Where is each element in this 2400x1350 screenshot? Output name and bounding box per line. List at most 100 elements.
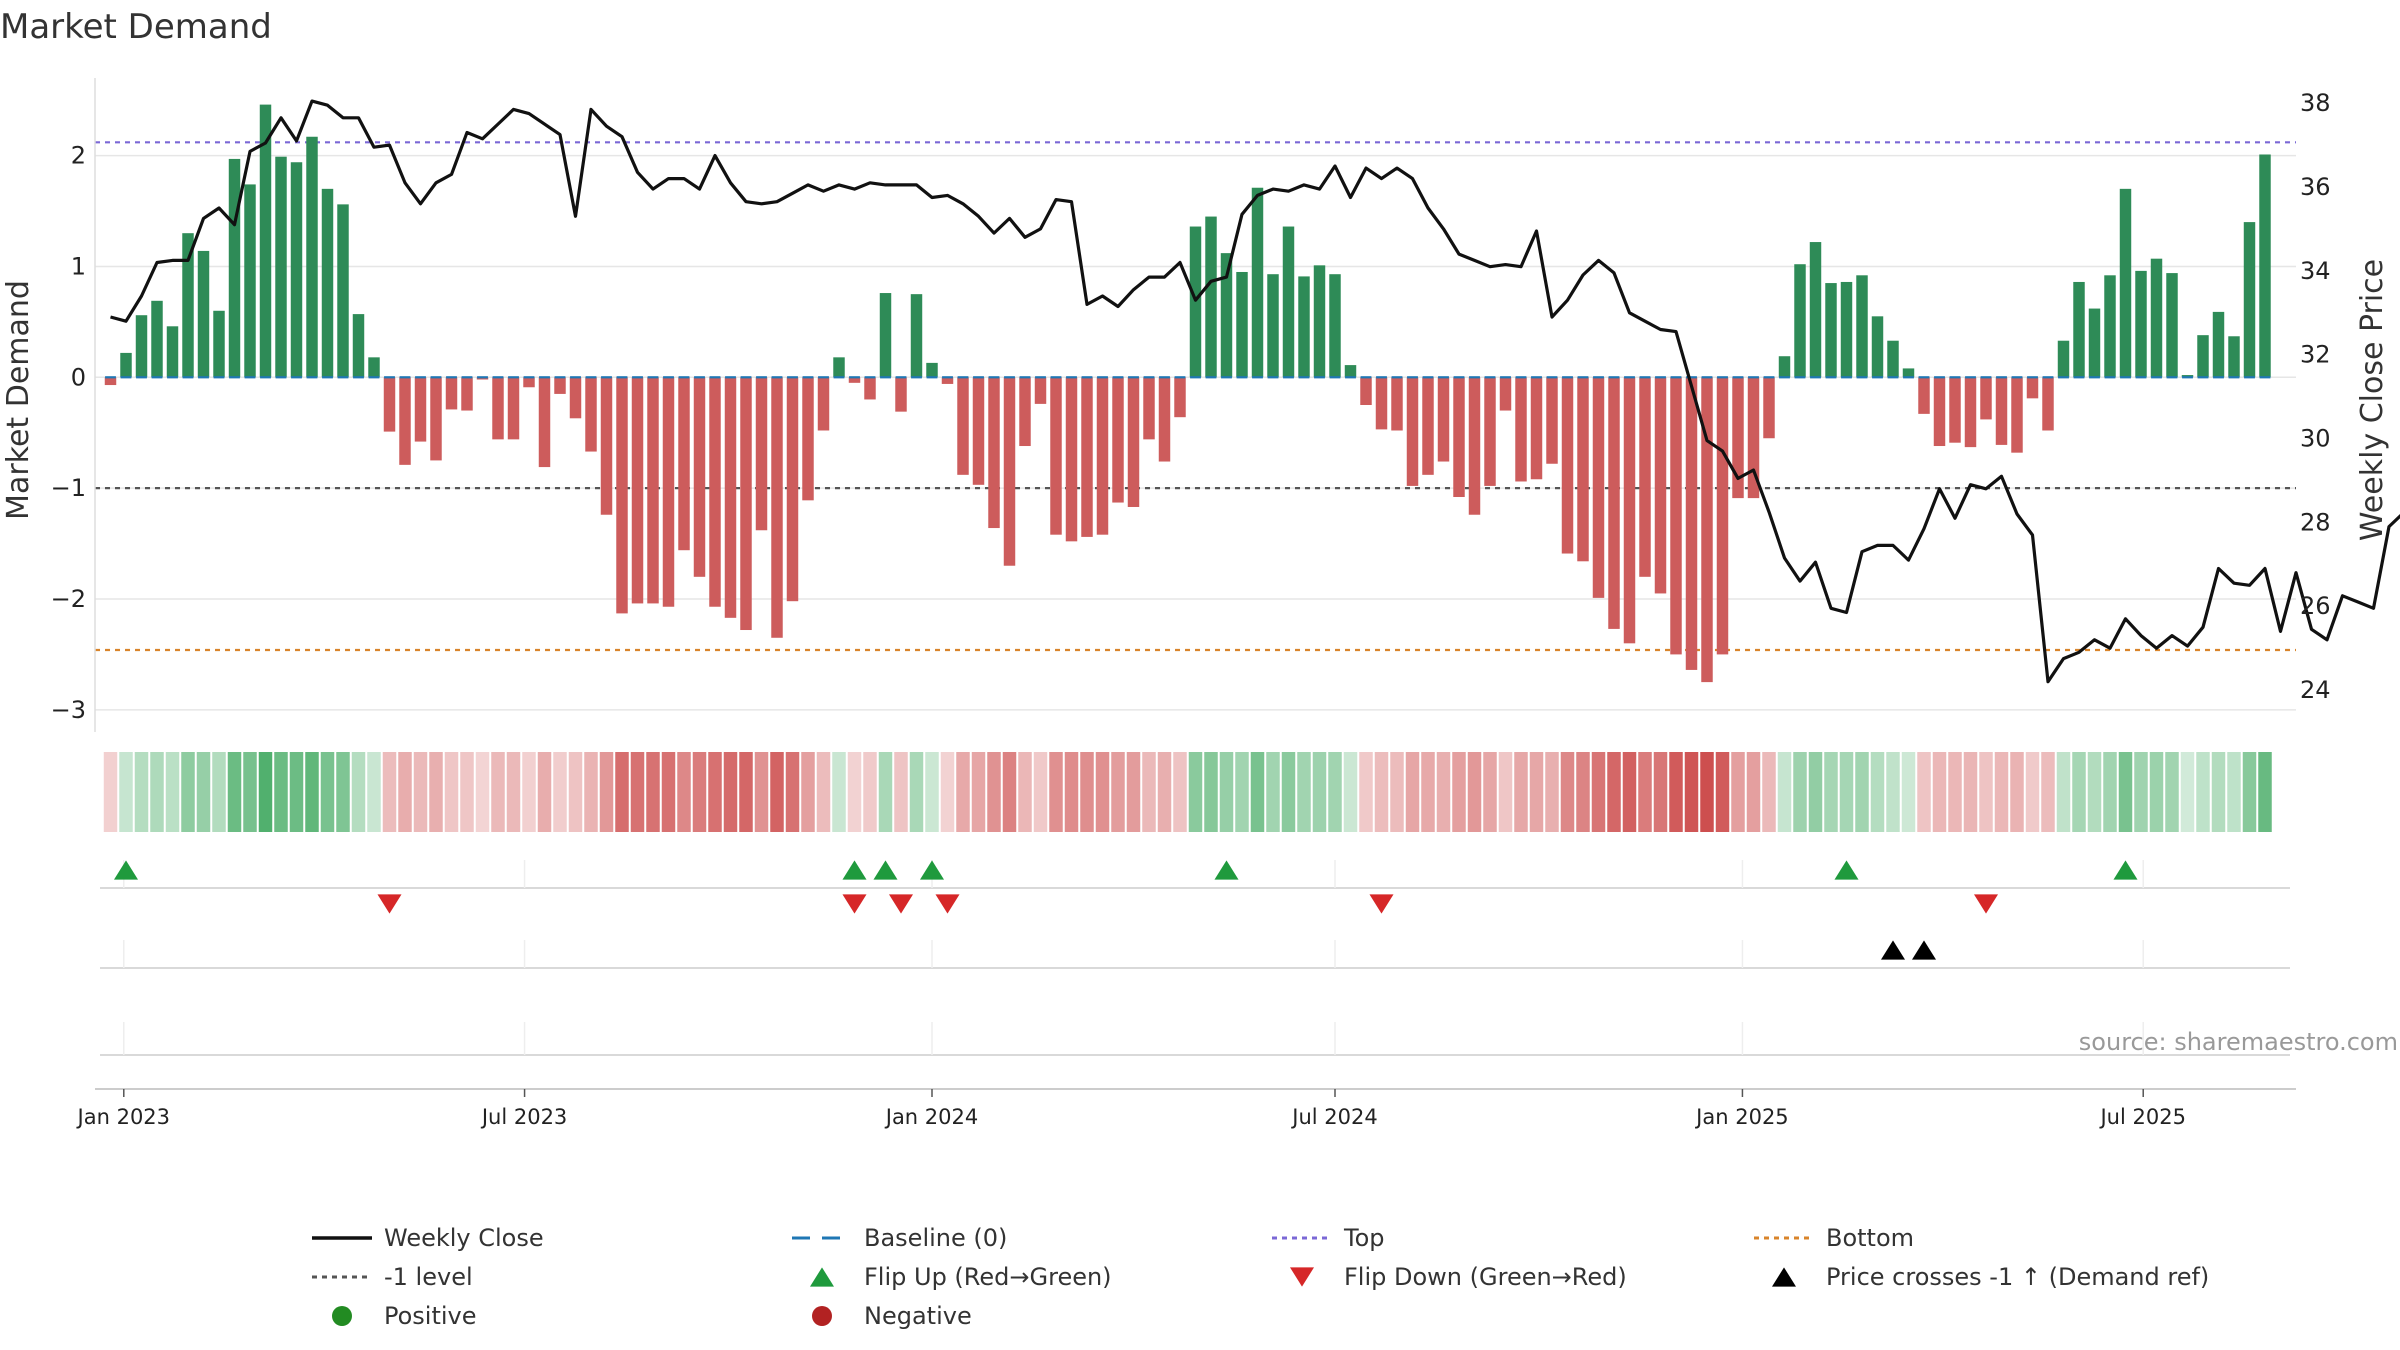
demand-bar xyxy=(1437,377,1450,462)
price-line-layer xyxy=(110,99,2400,684)
strip-cell xyxy=(506,752,521,832)
strip-cell xyxy=(2134,752,2148,832)
demand-bar xyxy=(1096,377,1109,535)
flip-up-marker xyxy=(842,860,867,880)
legend-label: -1 level xyxy=(384,1263,473,1291)
chart-title: Market Demand xyxy=(0,7,272,47)
demand-bar xyxy=(616,377,628,614)
legend-label: Price crosses -1 ↑ (Demand ref) xyxy=(1826,1263,2209,1291)
strip-cell xyxy=(1235,752,1249,832)
strip-cell xyxy=(1390,752,1404,832)
strip-cell xyxy=(1963,752,1978,832)
strip-cell xyxy=(320,752,335,832)
demand-bar xyxy=(1298,276,1310,378)
flip-down-marker xyxy=(1974,894,1998,914)
strip-cell xyxy=(150,752,164,832)
demand-bar xyxy=(538,377,551,468)
legend-swatch-circle xyxy=(332,1306,352,1326)
strip-cell xyxy=(940,752,955,832)
demand-bar xyxy=(445,377,458,410)
demand-bar xyxy=(600,377,613,515)
demand-bar xyxy=(879,293,892,378)
demand-bar xyxy=(1871,316,1884,378)
strip-cell xyxy=(1281,752,1296,832)
strip-cell xyxy=(1700,752,1714,832)
strip-cell xyxy=(770,752,784,832)
strip-cell xyxy=(553,752,567,832)
strip-cell xyxy=(1188,752,1203,832)
demand-bar xyxy=(1654,377,1667,594)
demand-bar xyxy=(166,326,179,378)
strip-cell xyxy=(2165,752,2179,832)
strip-cell xyxy=(816,752,831,832)
demand-bar xyxy=(1623,377,1636,644)
demand-bar xyxy=(2181,375,2194,378)
demand-bar xyxy=(2011,377,2023,453)
demand-bar xyxy=(213,310,225,378)
demand-bars xyxy=(104,104,2271,683)
demand-bar xyxy=(2119,188,2132,378)
strip-cell xyxy=(1033,752,1048,832)
flip-down-marker xyxy=(1369,894,1394,914)
strip-cell xyxy=(2227,752,2241,832)
axis-layer: −3 −2 −1 0 1 2 24 26 28 30 32 34 36 38 Jan 2023 Jul 202… xyxy=(51,78,2331,1129)
demand-bar xyxy=(1747,377,1760,499)
strip-cell xyxy=(1560,752,1575,832)
demand-bar xyxy=(1561,377,1574,554)
demand-bar xyxy=(1964,377,1977,448)
strip-cell xyxy=(1080,752,1094,832)
price-cross-marker xyxy=(1912,940,1936,960)
strip-cell xyxy=(1514,752,1528,832)
strip-cell xyxy=(1545,752,1559,832)
strip-cell xyxy=(1142,752,1156,832)
demand-bar xyxy=(2135,270,2147,378)
strip-cell xyxy=(196,752,211,832)
demand-bar xyxy=(833,357,845,378)
signal-markers xyxy=(100,860,2290,1056)
strip-cell xyxy=(336,752,350,832)
demand-bar xyxy=(802,377,814,501)
strip-cell xyxy=(1173,752,1187,832)
demand-bar xyxy=(1360,377,1372,405)
strip-cell xyxy=(801,752,815,832)
strip-cell xyxy=(289,752,304,832)
strip-cell xyxy=(1576,752,1590,832)
strip-cell xyxy=(134,752,149,832)
strip-cell xyxy=(1421,752,1435,832)
strip-cell xyxy=(754,752,769,832)
strip-cell xyxy=(584,752,598,832)
strip-cell xyxy=(1467,752,1482,832)
strip-cell xyxy=(832,752,846,832)
demand-bar xyxy=(1081,377,1093,537)
strip-cell xyxy=(1374,752,1389,832)
demand-bar xyxy=(1685,377,1698,670)
demand-bar xyxy=(755,377,768,531)
strip-cell xyxy=(2149,752,2164,832)
strip-cell xyxy=(971,752,986,832)
demand-bar xyxy=(1933,377,1946,447)
demand-bar xyxy=(2197,335,2209,378)
legend-label: Weekly Close xyxy=(384,1224,544,1252)
demand-bar xyxy=(151,300,163,378)
demand-bar xyxy=(1856,275,1868,378)
strip-cell xyxy=(646,752,660,832)
strip-cell xyxy=(723,752,738,832)
demand-bar xyxy=(724,377,737,618)
y-axis-right-title: Weekly Close Price xyxy=(2355,259,2390,541)
demand-bar xyxy=(647,377,659,604)
strip-cell xyxy=(2103,752,2117,832)
strip-cell xyxy=(987,752,1001,832)
demand-bar xyxy=(1003,377,1016,566)
strip-cell xyxy=(677,752,691,832)
strip-cell xyxy=(382,752,397,832)
strip-cell xyxy=(1343,752,1358,832)
strip-cell xyxy=(1498,752,1513,832)
y-tick-left-label: 1 xyxy=(71,252,86,280)
y-tick-right-label: 24 xyxy=(2300,676,2331,704)
strip-cell xyxy=(2196,752,2210,832)
demand-bar xyxy=(228,158,241,378)
strip-cell xyxy=(2258,752,2272,832)
x-tick-label: Jul 2024 xyxy=(1290,1105,1377,1129)
strip-cell xyxy=(1018,752,1032,832)
strip-cell xyxy=(1049,752,1063,832)
